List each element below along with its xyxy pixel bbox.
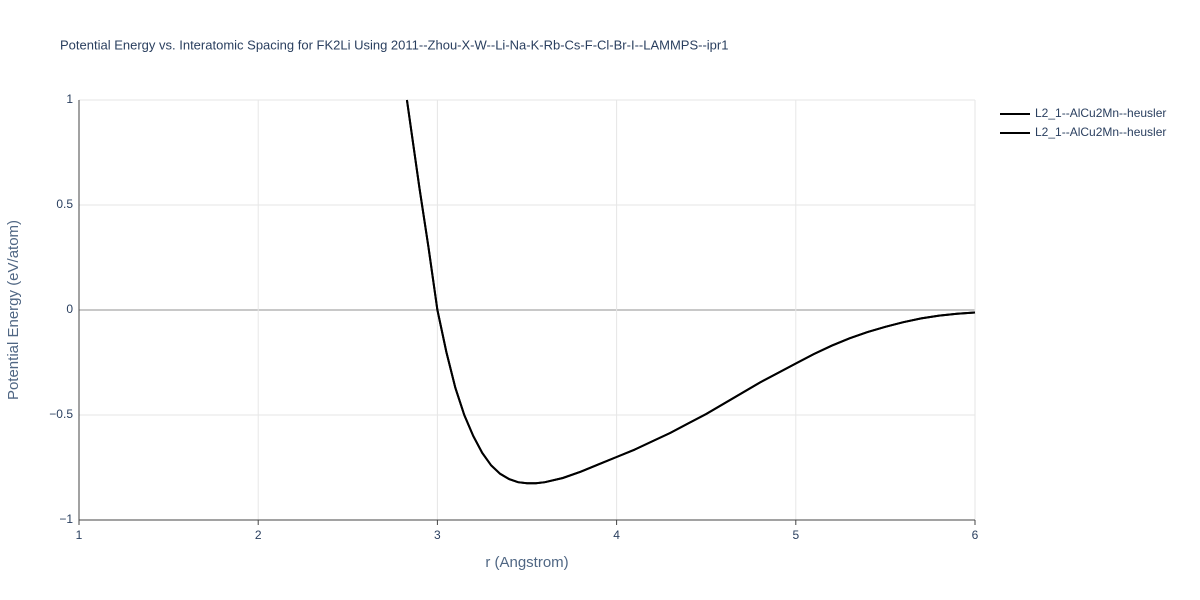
x-tick-label: 1 <box>76 528 83 542</box>
x-tick-label: 5 <box>792 528 799 542</box>
chart-title: Potential Energy vs. Interatomic Spacing… <box>60 37 728 52</box>
line-series <box>405 99 976 485</box>
x-tick-label: 2 <box>255 528 262 542</box>
y-axis-title: Potential Energy (eV/atom) <box>5 220 22 400</box>
x-axis-title: r (Angstrom) <box>485 554 568 571</box>
x-tick-label: 4 <box>613 528 620 542</box>
y-tick-label: 1 <box>66 92 73 106</box>
y-tick-label: −0.5 <box>49 407 73 421</box>
legend-label: L2_1--AlCu2Mn--heusler <box>1035 125 1166 139</box>
line-series <box>405 99 976 485</box>
y-tick-label: −1 <box>59 512 73 526</box>
y-tick-label: 0.5 <box>56 197 73 211</box>
y-tick-label: 0 <box>66 302 73 316</box>
legend-label: L2_1--AlCu2Mn--heusler <box>1035 106 1166 120</box>
x-tick-label: 3 <box>434 528 441 542</box>
x-tick-label: 6 <box>972 528 979 542</box>
